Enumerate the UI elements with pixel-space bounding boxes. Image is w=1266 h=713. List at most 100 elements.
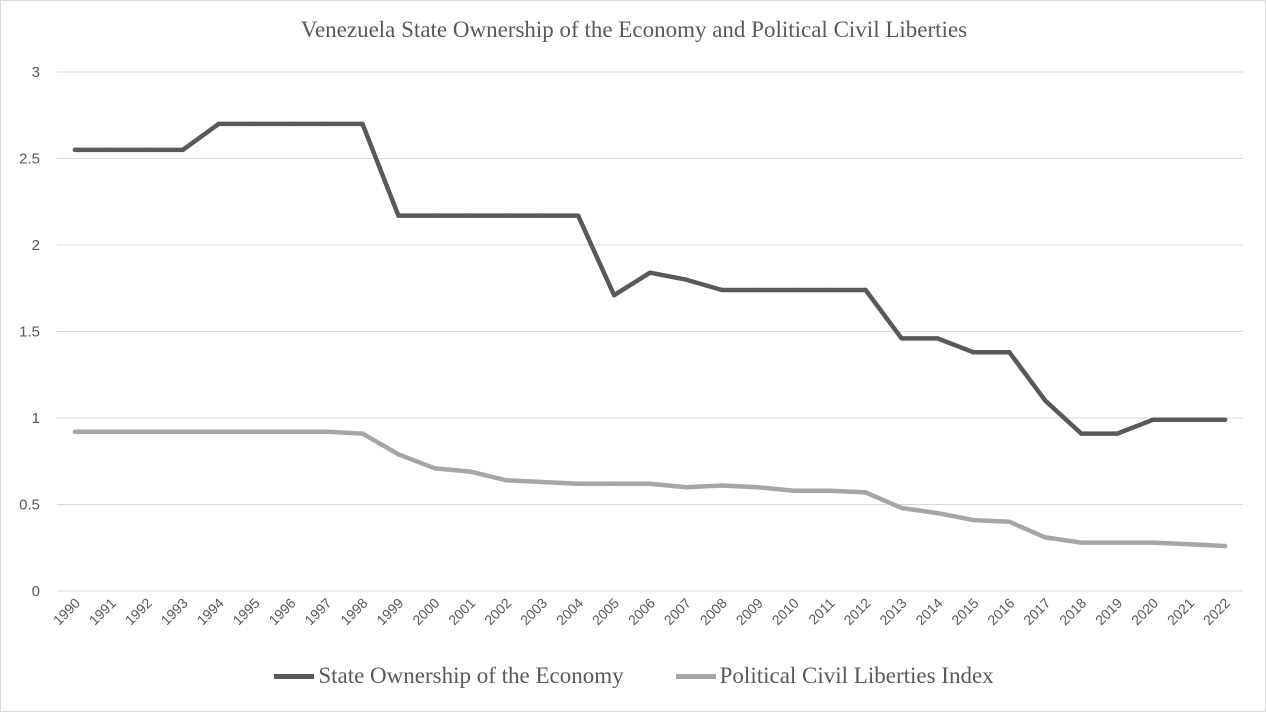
data-point-series-1: [180, 429, 185, 435]
data-point-series-1: [324, 429, 329, 435]
x-tick-label: 1990: [50, 595, 83, 628]
x-tick-label: 2009: [733, 595, 766, 628]
data-point-series-1: [216, 429, 221, 435]
data-point-series-1: [252, 429, 257, 435]
legend-swatch-state-ownership: [274, 673, 315, 679]
y-tick-label: 0.5: [19, 497, 40, 514]
legend-swatch-civil-liberties: [675, 673, 716, 679]
data-point-series-0: [468, 213, 473, 218]
data-point-series-1: [396, 452, 401, 457]
data-point-series-1: [72, 429, 78, 435]
x-tick-label: 2006: [625, 595, 658, 628]
x-tick-label: 2019: [1092, 595, 1125, 628]
x-tick-label: 2016: [984, 595, 1017, 628]
x-tick-label: 2004: [553, 595, 586, 628]
data-point-series-0: [144, 147, 150, 153]
data-point-series-0: [72, 147, 78, 153]
data-point-series-1: [288, 429, 293, 435]
data-point-series-0: [1043, 398, 1048, 403]
data-point-series-0: [719, 287, 725, 293]
x-tick-label: 2015: [948, 595, 981, 628]
x-tick-label: 2003: [517, 595, 550, 628]
x-tick-label: 2002: [481, 595, 514, 628]
x-tick-label: 2012: [840, 595, 873, 628]
x-tick-label: 2005: [589, 595, 622, 628]
data-point-series-1: [468, 469, 473, 474]
data-point-series-0: [1150, 417, 1156, 422]
data-point-series-0: [1115, 431, 1120, 436]
data-point-series-0: [396, 213, 401, 218]
data-point-series-1: [755, 485, 761, 490]
data-point-series-0: [827, 287, 832, 293]
chart-title: Venezuela State Ownership of the Economy…: [300, 17, 968, 42]
x-tick-label: 1994: [194, 595, 227, 628]
data-point-series-1: [1079, 540, 1084, 545]
data-point-series-1: [971, 517, 976, 523]
x-tick-label: 2000: [409, 595, 442, 628]
x-tick-label: 2007: [661, 595, 694, 628]
data-point-series-1: [1007, 519, 1012, 524]
data-point-series-0: [539, 213, 545, 218]
data-point-series-1: [791, 488, 796, 493]
data-point-series-0: [360, 121, 365, 127]
y-tick-label: 2: [32, 237, 40, 254]
data-point-series-0: [611, 292, 617, 298]
x-tick-label: 2017: [1020, 595, 1053, 628]
x-tick-label: 2013: [876, 595, 909, 628]
x-tick-label: 2010: [769, 595, 802, 628]
data-point-series-1: [432, 465, 437, 471]
x-tick-label: 1992: [122, 595, 155, 628]
x-tick-label: 1998: [337, 595, 370, 628]
series-line-1: [72, 429, 1228, 549]
legend-item-state-ownership: State Ownership of the Economy: [274, 663, 624, 689]
data-point-series-1: [863, 490, 868, 495]
data-point-series-1: [1222, 543, 1228, 549]
y-tick-label: 3: [32, 64, 40, 81]
data-point-series-1: [1150, 540, 1156, 545]
x-tick-label: 1996: [265, 595, 298, 628]
data-point-series-0: [252, 121, 257, 127]
data-point-series-0: [432, 213, 437, 218]
data-point-series-1: [611, 481, 617, 486]
data-point-series-0: [899, 336, 904, 341]
data-point-series-0: [216, 121, 221, 127]
x-tick-label: 2014: [912, 595, 945, 628]
data-point-series-1: [935, 510, 940, 516]
x-tick-label: 1997: [301, 595, 334, 628]
data-point-series-1: [647, 481, 653, 486]
data-point-series-1: [504, 478, 509, 483]
data-point-series-0: [504, 213, 509, 218]
data-point-series-1: [827, 488, 832, 493]
x-tick-label: 2001: [445, 595, 478, 628]
data-point-series-0: [1079, 431, 1084, 436]
y-tick-label: 1: [32, 410, 40, 427]
data-point-series-1: [899, 505, 904, 511]
data-point-series-1: [144, 429, 150, 435]
y-tick-label: 1.5: [19, 324, 40, 341]
data-point-series-0: [791, 287, 796, 293]
data-point-series-1: [1043, 535, 1048, 540]
data-point-series-0: [647, 270, 653, 275]
legend-item-civil-liberties: Political Civil Liberties Index: [675, 663, 994, 689]
legend-label-state-ownership: State Ownership of the Economy: [318, 663, 624, 688]
data-point-series-0: [324, 121, 329, 127]
series-line-0: [72, 121, 1228, 436]
x-tick-label: 2022: [1200, 595, 1233, 628]
legend-label-civil-liberties: Political Civil Liberties Index: [719, 663, 994, 688]
data-point-series-0: [575, 213, 581, 218]
x-tick-label: 1991: [86, 595, 119, 628]
data-point-series-0: [180, 147, 185, 153]
x-tick-label: 2008: [697, 595, 730, 628]
data-point-series-1: [1115, 540, 1120, 545]
data-point-series-0: [755, 287, 761, 293]
data-point-series-1: [575, 481, 581, 486]
data-point-series-0: [1007, 350, 1012, 355]
data-point-series-1: [683, 485, 689, 490]
data-point-series-1: [719, 483, 725, 488]
data-point-series-1: [1186, 542, 1192, 547]
x-tick-label: 1995: [229, 595, 262, 628]
x-tick-label: 2020: [1128, 595, 1161, 628]
y-tick-label: 0: [32, 583, 40, 600]
x-tick-label: 2011: [805, 595, 838, 628]
data-point-series-1: [539, 479, 545, 485]
